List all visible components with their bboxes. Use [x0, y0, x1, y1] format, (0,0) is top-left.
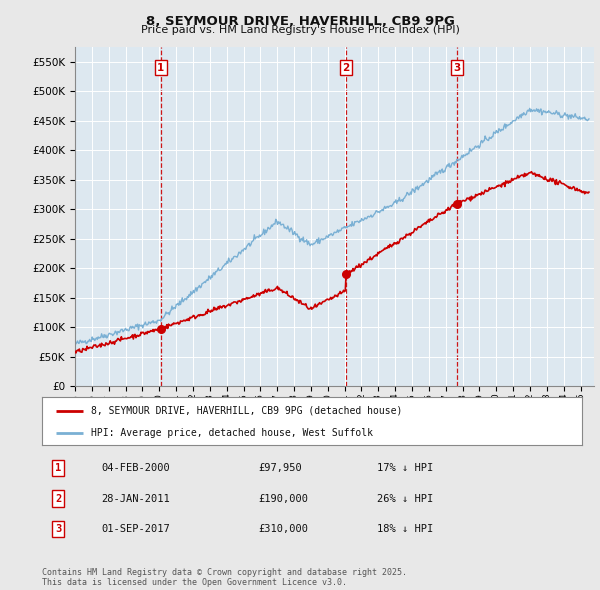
- Text: 3: 3: [55, 524, 61, 534]
- Text: 28-JAN-2011: 28-JAN-2011: [101, 494, 170, 503]
- Text: 26% ↓ HPI: 26% ↓ HPI: [377, 494, 433, 503]
- Text: 17% ↓ HPI: 17% ↓ HPI: [377, 463, 433, 473]
- Text: 1: 1: [157, 63, 164, 73]
- Text: 1: 1: [55, 463, 61, 473]
- Text: Price paid vs. HM Land Registry's House Price Index (HPI): Price paid vs. HM Land Registry's House …: [140, 25, 460, 35]
- Text: 2: 2: [343, 63, 350, 73]
- Text: 8, SEYMOUR DRIVE, HAVERHILL, CB9 9PG: 8, SEYMOUR DRIVE, HAVERHILL, CB9 9PG: [146, 15, 454, 28]
- Text: 18% ↓ HPI: 18% ↓ HPI: [377, 524, 433, 534]
- Text: £97,950: £97,950: [258, 463, 302, 473]
- Text: 01-SEP-2017: 01-SEP-2017: [101, 524, 170, 534]
- Text: HPI: Average price, detached house, West Suffolk: HPI: Average price, detached house, West…: [91, 428, 373, 438]
- Text: 8, SEYMOUR DRIVE, HAVERHILL, CB9 9PG (detached house): 8, SEYMOUR DRIVE, HAVERHILL, CB9 9PG (de…: [91, 405, 402, 415]
- Text: 04-FEB-2000: 04-FEB-2000: [101, 463, 170, 473]
- Text: £310,000: £310,000: [258, 524, 308, 534]
- Text: 3: 3: [454, 63, 461, 73]
- Text: Contains HM Land Registry data © Crown copyright and database right 2025.
This d: Contains HM Land Registry data © Crown c…: [42, 568, 407, 587]
- Text: 2: 2: [55, 494, 61, 503]
- Text: £190,000: £190,000: [258, 494, 308, 503]
